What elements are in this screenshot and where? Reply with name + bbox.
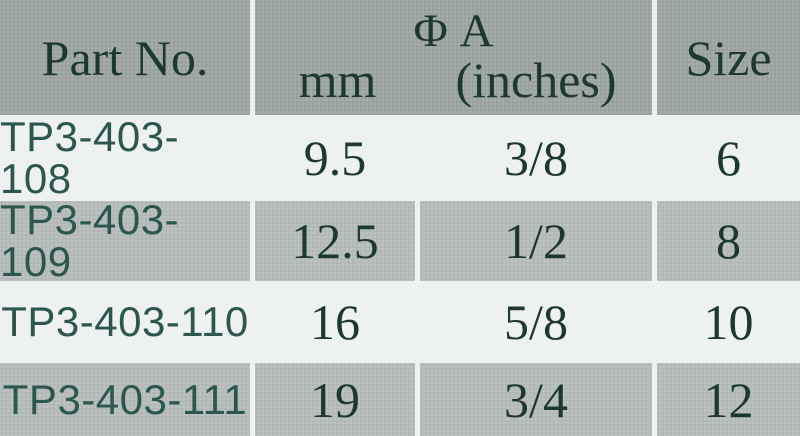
table-row-1-mm: 9.5 [255,118,415,198]
table-row-1-inches: 3/8 [420,118,652,198]
part-no-value: TP3-403-108 [0,118,180,198]
size-value: 8 [716,213,741,269]
inches-value: 1/2 [504,213,568,269]
header-cell-phi-a-group: Φ A mm (inches) [255,0,652,115]
inches-value: 3/8 [504,130,568,186]
header-label-phi-a: Φ A [413,5,494,57]
part-no-value: TP3-403-109 [0,201,180,281]
table-row-2-mm: 12.5 [255,201,415,281]
header-label-part-no: Part No. [41,29,209,86]
header-subrow-units: mm (inches) [255,55,652,105]
part-no-value: TP3-403-111 [2,375,248,423]
header-cell-size: Size [657,0,800,115]
mm-value: 12.5 [291,213,379,269]
header-cell-part-no: Part No. [0,0,250,115]
table-row-4-size: 12 [657,363,800,436]
table-row-4-part-no: TP3-403-111 [0,363,250,436]
inches-value: 5/8 [504,294,568,350]
size-value: 6 [716,130,741,186]
mm-value: 9.5 [303,130,367,186]
table-row-1-part-no: TP3-403-108 [0,118,250,198]
table-row-2-size: 8 [657,201,800,281]
header-label-inches: (inches) [455,52,617,108]
size-value: 10 [703,294,754,350]
inches-value: 3/4 [504,371,568,428]
table-row-3-part-no: TP3-403-110 [0,284,250,360]
table-row-2-part-no: TP3-403-109 [0,201,250,281]
header-label-size: Size [685,29,772,86]
table-row-3-mm: 16 [255,284,415,360]
part-no-value: TP3-403-110 [1,298,249,345]
size-value: 12 [703,371,754,428]
table-row-2-inches: 1/2 [420,201,652,281]
mm-value: 16 [310,294,360,350]
mm-value: 19 [310,371,360,428]
table-row-3-inches: 5/8 [420,284,652,360]
header-label-mm: mm [298,52,377,108]
table-row-1-size: 6 [657,118,800,198]
table-row-4-inches: 3/4 [420,363,652,436]
table-row-4-mm: 19 [255,363,415,436]
table-row-3-size: 10 [657,284,800,360]
